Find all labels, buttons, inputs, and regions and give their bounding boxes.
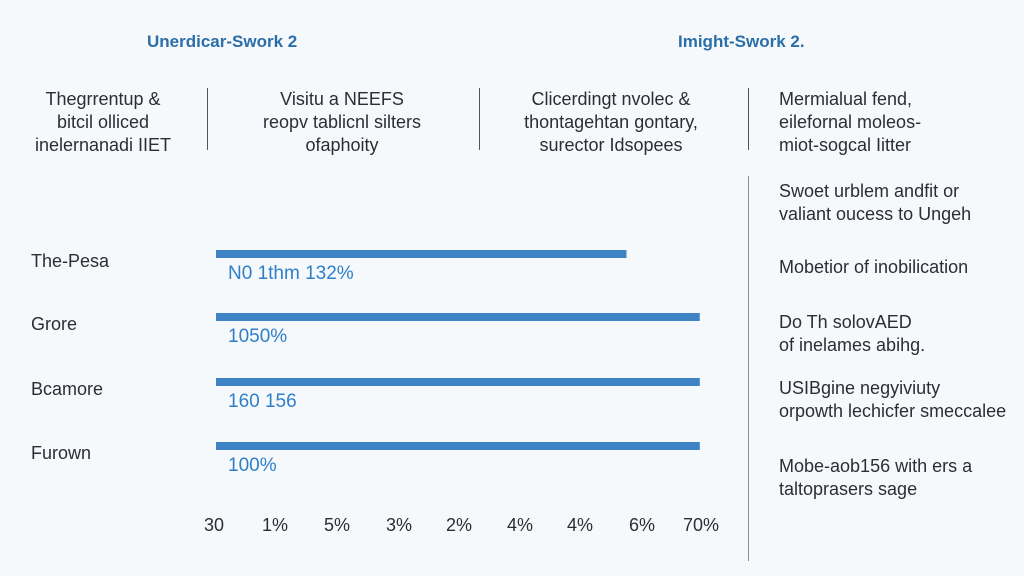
right-section-header: Imight-Swork 2. xyxy=(678,32,805,51)
data-label: 1050% xyxy=(228,326,287,347)
x-tick-label: 4% xyxy=(567,515,593,535)
x-tick-label: 4% xyxy=(507,515,533,535)
bar xyxy=(216,378,700,386)
column-text-1: Thegrrentup & bitcil olliced inelernanad… xyxy=(34,89,172,155)
x-tick-label: 5% xyxy=(324,515,350,535)
data-label: 100% xyxy=(228,455,277,476)
category-label: The-Pesa xyxy=(31,251,110,271)
x-tick-label: 70% xyxy=(683,515,719,535)
x-tick-label: 1% xyxy=(262,515,288,535)
column-divider xyxy=(748,88,749,150)
x-tick-label: 6% xyxy=(629,515,655,535)
left-section-header: Unerdicar-Swork 2 xyxy=(147,32,298,51)
column-divider xyxy=(479,88,480,150)
right-note: Mobetior of inobilication xyxy=(779,257,969,277)
data-label: N0 1thm 132% xyxy=(228,263,354,284)
notes-divider xyxy=(748,176,749,561)
x-tick-label: 2% xyxy=(446,515,472,535)
right-note: Mobe-aob156 with ers a taltoprasers sage xyxy=(779,456,973,499)
category-label: Furown xyxy=(31,443,91,463)
x-tick-label: 3% xyxy=(386,515,412,535)
category-label: Bcamore xyxy=(31,379,103,399)
right-note: Swoet urblem andfit or valiant oucess to… xyxy=(779,181,972,224)
column-text-3: Clicerdingt nvolec & thontagehtan gontar… xyxy=(524,89,698,155)
column-text-2: Visitu a NEEFS reopv tablicnl silters of… xyxy=(262,89,422,155)
data-label: 160 156 xyxy=(228,391,297,412)
x-tick-label: 30 xyxy=(204,515,224,535)
right-note: Do Th solovAED of inelames abihg. xyxy=(779,312,926,355)
right-note: Mermialual fend, eilefornal moleos- miot… xyxy=(779,89,922,155)
bar xyxy=(216,442,700,450)
bar xyxy=(216,250,627,258)
right-note: USIBgine negyiviuty orpowth lechicfer sm… xyxy=(779,378,1007,421)
category-label: Grore xyxy=(31,314,77,334)
column-divider xyxy=(207,88,208,150)
bar xyxy=(216,313,700,321)
